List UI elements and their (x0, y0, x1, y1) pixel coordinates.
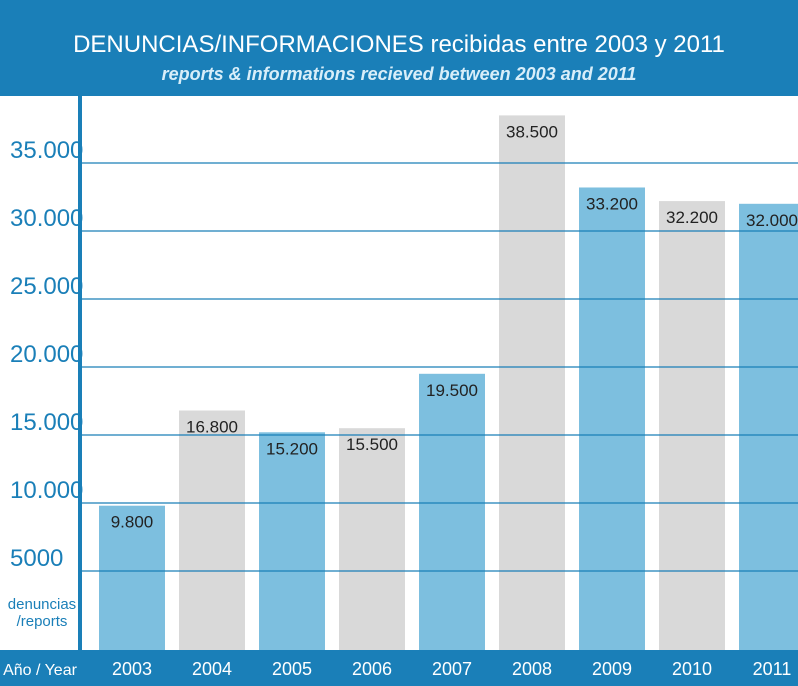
y-tick-label: 20.000 (10, 341, 83, 368)
x-tick-label: 2006 (352, 659, 392, 679)
y-axis-label: denuncias (8, 596, 76, 613)
y-tick-label: 5000 (10, 545, 63, 572)
x-tick-label: 2011 (753, 659, 792, 679)
bar (659, 201, 725, 650)
x-axis-label: Año / Year (3, 662, 78, 679)
value-label: 9.800 (111, 513, 154, 532)
y-tick-label: 25.000 (10, 273, 83, 300)
footer-band (0, 650, 798, 686)
x-tick-label: 2004 (192, 659, 232, 679)
value-label: 32.200 (666, 208, 718, 227)
chart-title: DENUNCIAS/INFORMACIONES recibidas entre … (73, 31, 725, 58)
value-label: 33.200 (586, 194, 638, 213)
x-tick-label: 2005 (272, 659, 312, 679)
y-tick-label: 15.000 (10, 409, 83, 436)
x-tick-label: 2003 (112, 659, 152, 679)
bar (259, 432, 325, 650)
bar (419, 373, 485, 650)
x-tick-label: 2010 (672, 659, 712, 679)
value-label: 38.500 (506, 122, 558, 141)
bar (179, 410, 245, 650)
bar (579, 187, 645, 651)
value-label: 16.800 (186, 418, 238, 437)
value-label: 15.200 (266, 439, 318, 458)
x-tick-label: 2009 (592, 659, 632, 679)
x-tick-label: 2008 (512, 659, 552, 679)
bar (499, 115, 565, 650)
y-tick-label: 30.000 (10, 205, 83, 232)
value-label: 32.000 (746, 211, 798, 230)
y-tick-label: 10.000 (10, 477, 83, 504)
chart-subtitle: reports & informations recieved between … (162, 64, 637, 84)
value-label: 19.500 (426, 381, 478, 400)
bar (339, 428, 405, 650)
header-band (0, 0, 798, 96)
value-label: 15.500 (346, 435, 398, 454)
y-tick-label: 35.000 (10, 137, 83, 164)
bar (739, 203, 798, 651)
x-tick-label: 2007 (432, 659, 472, 679)
y-axis-label: /reports (17, 613, 68, 630)
bar (99, 505, 165, 650)
